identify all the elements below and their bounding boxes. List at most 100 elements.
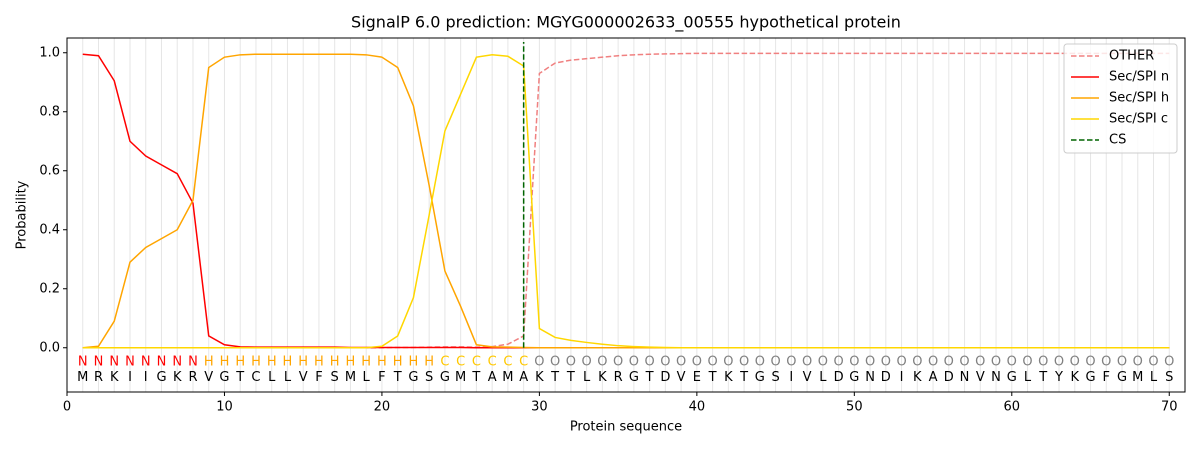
residue: N [991, 370, 1001, 385]
residue: M [345, 370, 356, 385]
y-axis-label: Probability [15, 180, 30, 249]
residue: L [363, 370, 371, 385]
residue: L [268, 370, 276, 385]
region-label: O [770, 354, 780, 369]
x-tick-label: 30 [531, 400, 548, 415]
region-label: O [1070, 354, 1080, 369]
y-tick-label: 0.8 [39, 104, 60, 119]
residue: G [629, 370, 639, 385]
region-label: O [818, 354, 828, 369]
residue: F [378, 370, 385, 385]
region-label: N [188, 354, 198, 369]
series-line [82, 53, 1170, 349]
region-label: O [1007, 354, 1017, 369]
residue: T [550, 370, 559, 385]
region-label: O [550, 354, 560, 369]
residue: G [1085, 370, 1095, 385]
legend-box [1063, 43, 1178, 154]
residue: G [755, 370, 765, 385]
region-label: O [896, 354, 906, 369]
residue: N [960, 370, 970, 385]
region-label: O [944, 354, 954, 369]
region-label: O [629, 354, 639, 369]
region-label: O [1054, 354, 1064, 369]
residue: D [881, 370, 891, 385]
residue: G [156, 370, 166, 385]
region-label: O [566, 354, 576, 369]
region-label: O [1038, 354, 1048, 369]
x-tick-label: 70 [1161, 400, 1178, 415]
residue: L [284, 370, 292, 385]
region-label: O [739, 354, 749, 369]
residue: G [1117, 370, 1127, 385]
region-label: N [141, 354, 151, 369]
region-label: H [235, 354, 245, 369]
region-label: H [220, 354, 230, 369]
region-label: O [1117, 354, 1127, 369]
residue: M [502, 370, 513, 385]
residue: F [1103, 370, 1110, 385]
region-label: H [283, 354, 293, 369]
residue: F [315, 370, 322, 385]
residue: A [929, 370, 938, 385]
residue: V [204, 370, 213, 385]
region-label: O [975, 354, 985, 369]
residue: R [94, 370, 103, 385]
residue: M [455, 370, 466, 385]
residue: R [188, 370, 197, 385]
region-label: O [928, 354, 938, 369]
region-label: O [881, 354, 891, 369]
series-line [82, 52, 1170, 349]
region-label: C [456, 354, 465, 369]
residue: L [1150, 370, 1158, 385]
region-label: C [440, 354, 449, 369]
region-label: N [78, 354, 88, 369]
residue: T [566, 370, 575, 385]
region-label: N [94, 354, 104, 369]
region-label: O [613, 354, 623, 369]
x-tick-label: 20 [374, 400, 391, 415]
residue: S [771, 370, 779, 385]
region-label: O [660, 354, 670, 369]
x-tick-label: 0 [63, 400, 71, 415]
axes-frame [66, 37, 1186, 393]
region-label: H [298, 354, 308, 369]
residue: T [471, 370, 480, 385]
region-label: H [377, 354, 387, 369]
residue: T [739, 370, 748, 385]
residue: A [488, 370, 497, 385]
residue: T [645, 370, 654, 385]
region-label: H [409, 354, 419, 369]
region-label: O [645, 354, 655, 369]
region-label: O [959, 354, 969, 369]
residue: V [976, 370, 985, 385]
y-tick-label: 0.4 [39, 222, 60, 237]
region-label: O [676, 354, 686, 369]
residue: K [598, 370, 607, 385]
residue: L [1024, 370, 1032, 385]
region-label: N [109, 354, 119, 369]
residue: K [724, 370, 733, 385]
residue: G [219, 370, 229, 385]
legend: OTHER Sec/SPI n Sec/SPI h Sec/SPI c CS [1063, 43, 1178, 154]
residue: S [425, 370, 433, 385]
chart-title: SignalP 6.0 prediction: MGYG000002633_00… [351, 13, 901, 33]
residue: M [77, 370, 88, 385]
region-label: H [361, 354, 371, 369]
region-label: N [125, 354, 135, 369]
region-label: C [472, 354, 481, 369]
region-label: O [723, 354, 733, 369]
x-tick-label: 40 [689, 400, 706, 415]
residue: E [693, 370, 701, 385]
region-label: H [267, 354, 277, 369]
region-label: O [865, 354, 875, 369]
region-label: H [424, 354, 434, 369]
region-label: O [1133, 354, 1143, 369]
x-tick-label: 50 [846, 400, 863, 415]
x-axis-label: Protein sequence [570, 420, 682, 435]
residue: K [110, 370, 119, 385]
residue: V [299, 370, 308, 385]
residue: G [849, 370, 859, 385]
region-label: O [707, 354, 717, 369]
residue: T [235, 370, 244, 385]
